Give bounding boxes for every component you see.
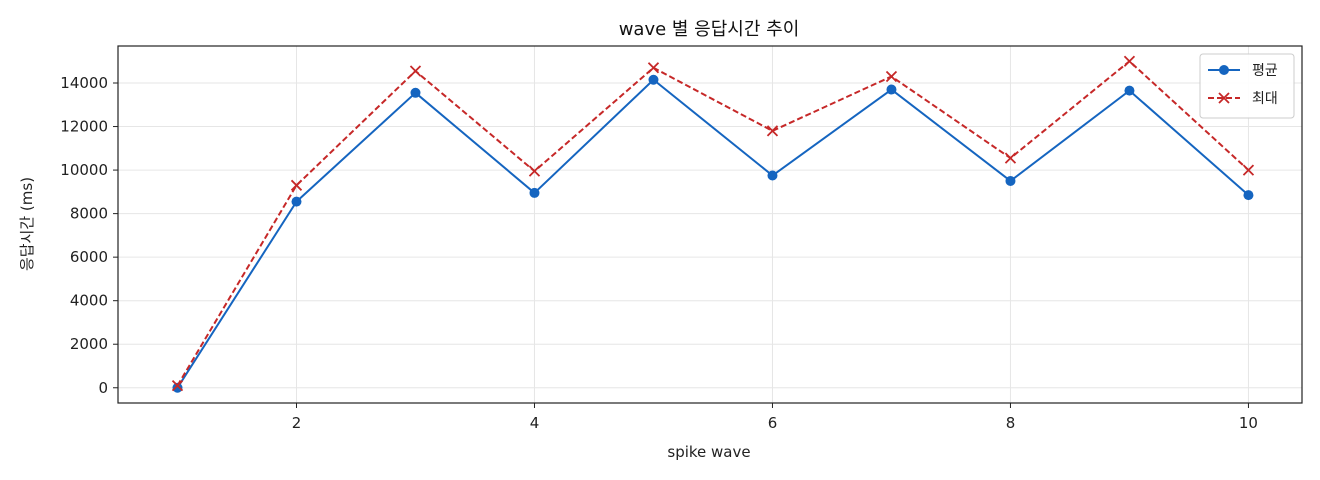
x-tick-label: 10 [1239,414,1258,432]
data-point [1124,85,1135,96]
data-point [1005,175,1016,186]
y-axis: 0 2000 4000 6000 8000 10000 12000 14000 [60,74,118,397]
series-2 [171,55,1255,392]
data-point [647,62,660,74]
y-tick-label: 2000 [70,335,108,353]
data-point [529,187,540,198]
legend-item-1: 평균 [1208,63,1278,79]
legend-marker [1219,65,1229,75]
y-tick-label: 8000 [70,205,108,223]
series-line [176,60,1250,387]
grid [118,46,1302,403]
data-point [766,125,779,137]
series-line [176,78,1250,389]
data-point [1242,164,1255,176]
data-point [409,65,422,77]
legend-box [1199,53,1295,119]
x-tick-label: 4 [530,414,540,432]
data-point [1123,55,1136,67]
data-point [291,196,302,207]
data-point [172,382,183,393]
series-1 [172,74,1254,393]
y-axis-title: 응답시간 (ms) [18,177,36,271]
legend-label: 평균 [1252,63,1278,79]
data-point [1243,190,1254,201]
data-point [528,165,541,177]
legend-label: 최대 [1252,91,1278,107]
legend-marker [1218,92,1230,104]
data-point [648,74,659,85]
x-tick-label: 2 [292,414,302,432]
y-tick-label: 4000 [70,292,108,310]
data-point [290,179,303,191]
x-tick-label: 8 [1006,414,1016,432]
data-point [171,379,184,392]
plot-area [117,45,1303,404]
data-point [410,87,421,98]
x-axis-title: spike wave [667,443,750,461]
legend-item-2: 최대 [1208,91,1278,107]
x-axis: 2 4 6 8 10 [292,403,1258,432]
y-tick-label: 14000 [60,74,108,92]
data-point [885,70,898,83]
data-point [886,84,897,95]
y-tick-label: 0 [98,379,108,397]
y-tick-label: 6000 [70,248,108,266]
data-point [767,170,778,181]
y-tick-label: 10000 [60,161,108,179]
chart-title: wave 별 응답시간 추이 [619,19,800,40]
y-tick-label: 12000 [60,118,108,136]
x-tick-label: 6 [768,414,778,432]
series-layer [171,55,1255,393]
data-point [1004,152,1017,164]
